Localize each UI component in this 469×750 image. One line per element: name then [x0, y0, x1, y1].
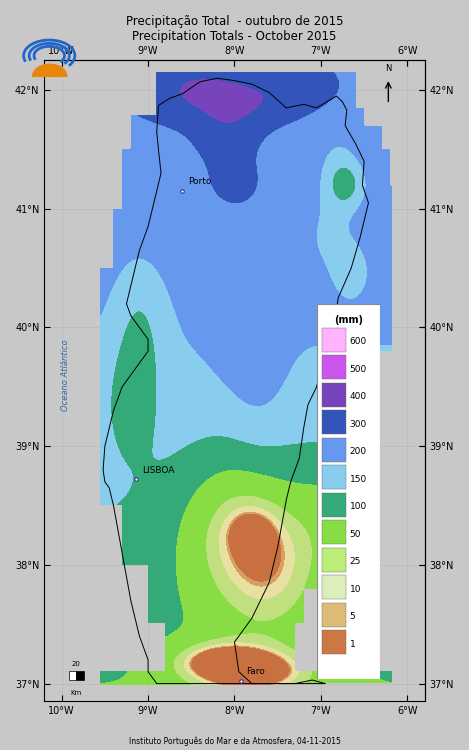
Text: Km: Km: [71, 689, 82, 695]
Text: N: N: [385, 64, 392, 74]
Bar: [322, 382, 346, 406]
Text: 5: 5: [349, 612, 355, 621]
Text: 300: 300: [349, 420, 367, 429]
Text: 400: 400: [349, 392, 367, 401]
Bar: [322, 575, 346, 599]
Bar: [322, 603, 346, 627]
Bar: [322, 438, 346, 462]
Bar: [322, 630, 346, 654]
Bar: [68, 670, 76, 680]
Text: 150: 150: [349, 475, 367, 484]
Text: Espanha: Espanha: [363, 364, 373, 409]
Text: LISBOA: LISBOA: [142, 466, 174, 475]
Text: 10: 10: [349, 585, 361, 594]
Text: Faro: Faro: [247, 668, 265, 676]
Text: Oceano Atlântico: Oceano Atlântico: [61, 339, 70, 411]
Text: 50: 50: [349, 530, 361, 538]
Bar: [322, 465, 346, 490]
Text: Porto: Porto: [188, 177, 211, 186]
Bar: [322, 356, 346, 380]
Text: 100: 100: [349, 503, 367, 512]
Text: 200: 200: [349, 447, 367, 456]
Text: 20: 20: [72, 661, 81, 667]
Text: 1: 1: [349, 640, 355, 649]
Text: 500: 500: [349, 364, 367, 374]
Text: Instituto Português do Mar e da Atmosfera, 04-11-2015: Instituto Português do Mar e da Atmosfer…: [129, 736, 340, 746]
Title: Precipitação Total  - outubro de 2015
Precipitation Totals - October 2015: Precipitação Total - outubro de 2015 Pre…: [126, 15, 343, 43]
Text: 25: 25: [349, 557, 361, 566]
Bar: [322, 548, 346, 572]
FancyBboxPatch shape: [317, 304, 380, 679]
Text: 600: 600: [349, 338, 367, 346]
Bar: [322, 493, 346, 517]
Bar: [322, 520, 346, 544]
Text: (mm): (mm): [334, 315, 363, 325]
Bar: [76, 670, 84, 680]
Bar: [322, 410, 346, 434]
Bar: [322, 328, 346, 352]
